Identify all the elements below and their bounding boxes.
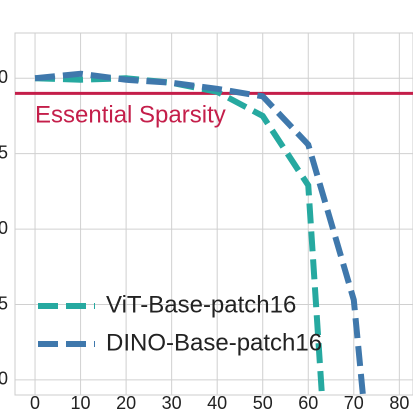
x-tick-label: 0 bbox=[30, 393, 40, 413]
x-tick-label: 70 bbox=[344, 393, 364, 413]
x-tick-label: 50 bbox=[253, 393, 273, 413]
x-tick-label: 20 bbox=[116, 393, 136, 413]
y-tick-label: 0 bbox=[0, 218, 8, 238]
legend-label: ViT-Base-patch16 bbox=[106, 291, 296, 318]
x-tick-label: 80 bbox=[389, 393, 409, 413]
x-tick-label: 30 bbox=[162, 393, 182, 413]
x-tick-label: 10 bbox=[71, 393, 91, 413]
y-tick-label: 5 bbox=[0, 293, 8, 313]
y-tick-label: 5 bbox=[0, 142, 8, 162]
reference-label: Essential Sparsity bbox=[35, 102, 226, 129]
x-tick-label: 40 bbox=[207, 393, 227, 413]
y-tick-label: 0 bbox=[0, 369, 8, 389]
y-tick-label: 0 bbox=[0, 67, 8, 87]
x-tick-label: 60 bbox=[298, 393, 318, 413]
series-line bbox=[34, 70, 366, 396]
legend-label: DINO-Base-patch16 bbox=[106, 329, 322, 356]
